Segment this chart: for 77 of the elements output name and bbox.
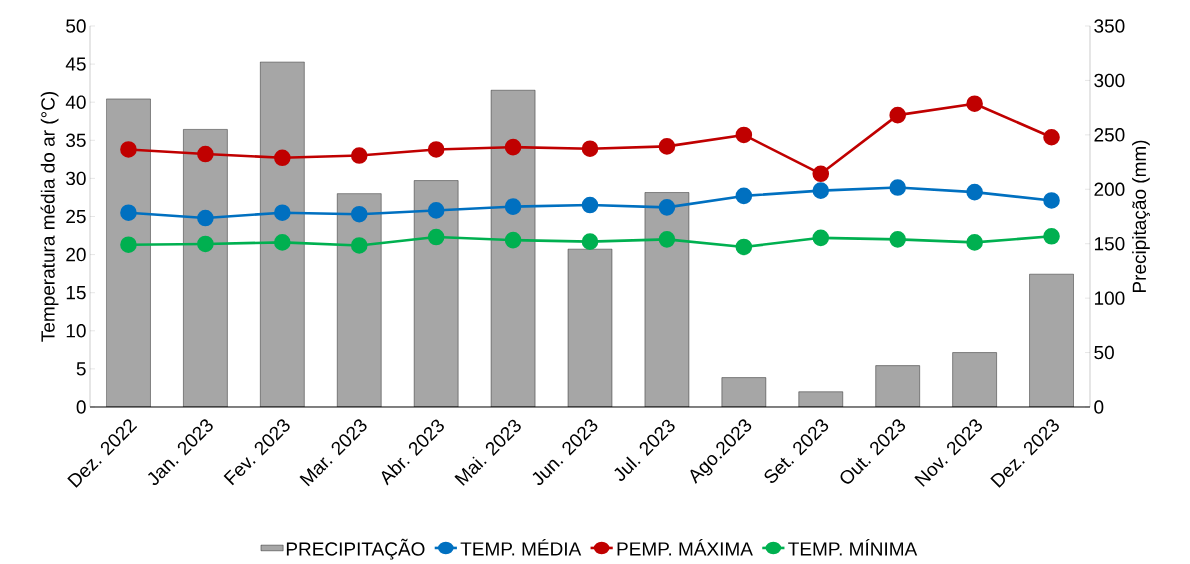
point bbox=[966, 183, 983, 201]
y-axis-title: Temperatura média do ar (°C) bbox=[40, 91, 59, 342]
point bbox=[812, 165, 830, 183]
point bbox=[274, 149, 291, 167]
point bbox=[581, 196, 599, 214]
point bbox=[889, 231, 906, 248]
point bbox=[504, 231, 522, 249]
point bbox=[427, 141, 445, 158]
point bbox=[658, 231, 676, 248]
y-tick-label: 10 bbox=[66, 324, 86, 338]
y2-tick-label: 150 bbox=[1094, 236, 1125, 251]
point bbox=[427, 228, 445, 246]
y-tick-label: 50 bbox=[66, 19, 86, 33]
bar bbox=[1029, 273, 1074, 407]
y-tick-label: 40 bbox=[65, 95, 86, 109]
bar bbox=[798, 391, 843, 407]
point bbox=[197, 145, 214, 163]
point bbox=[812, 229, 830, 247]
legend-label: TEMP. MÍNIMA bbox=[788, 538, 918, 556]
point bbox=[812, 182, 830, 199]
y-tick-label: 15 bbox=[66, 286, 86, 300]
point bbox=[504, 198, 522, 215]
bar bbox=[491, 90, 536, 407]
y2-tick-label: 300 bbox=[1094, 73, 1125, 88]
y-tick-label: 45 bbox=[65, 57, 86, 71]
bar bbox=[875, 365, 920, 407]
y2-tick-label: 350 bbox=[1094, 19, 1125, 33]
y2-tick-label: 50 bbox=[1094, 345, 1114, 360]
point bbox=[889, 106, 906, 124]
point bbox=[274, 204, 291, 221]
point bbox=[504, 138, 522, 156]
y-tick-label: 35 bbox=[66, 133, 86, 148]
point bbox=[735, 187, 753, 205]
point bbox=[120, 236, 137, 253]
legend-label: PRECIPITAÇÃO bbox=[286, 538, 425, 560]
bar bbox=[644, 192, 689, 407]
point bbox=[120, 204, 137, 221]
point bbox=[274, 234, 291, 251]
legend-label: PEMP. MÁXIMA bbox=[617, 538, 753, 556]
y-tick-label: 0 bbox=[76, 400, 86, 414]
point bbox=[889, 179, 906, 196]
point bbox=[581, 140, 599, 157]
bar bbox=[260, 61, 305, 407]
point bbox=[735, 238, 753, 256]
y-tick-label: 20 bbox=[66, 247, 86, 262]
y2-tick-label: 250 bbox=[1094, 128, 1125, 142]
point bbox=[1043, 128, 1060, 146]
point bbox=[350, 147, 368, 164]
point bbox=[658, 138, 676, 155]
bar bbox=[106, 98, 151, 407]
point bbox=[1043, 228, 1060, 245]
y-tick-label: 30 bbox=[66, 171, 86, 186]
y2-tick-label: 200 bbox=[1094, 182, 1125, 197]
point bbox=[581, 233, 599, 250]
bar bbox=[568, 249, 613, 407]
bar bbox=[183, 129, 228, 407]
bar bbox=[952, 352, 997, 407]
point bbox=[350, 237, 368, 254]
bar bbox=[337, 193, 382, 407]
legend-label: TEMP. MÉDIA bbox=[460, 538, 582, 556]
point bbox=[658, 199, 676, 216]
point bbox=[1043, 192, 1060, 209]
y2-tick-label: 100 bbox=[1094, 291, 1125, 305]
y2-axis-title: Precipitação (mm) bbox=[1132, 140, 1150, 293]
bar bbox=[414, 180, 459, 407]
point bbox=[966, 95, 983, 113]
point bbox=[350, 205, 368, 223]
y2-tick-label: 0 bbox=[1094, 400, 1104, 414]
point bbox=[197, 209, 214, 227]
point bbox=[427, 202, 445, 219]
y-tick-label: 25 bbox=[66, 209, 86, 224]
bar bbox=[721, 377, 766, 407]
point bbox=[966, 234, 983, 251]
point bbox=[120, 141, 137, 158]
y-tick-label: 5 bbox=[76, 362, 86, 376]
point bbox=[197, 235, 214, 253]
point bbox=[735, 126, 753, 144]
